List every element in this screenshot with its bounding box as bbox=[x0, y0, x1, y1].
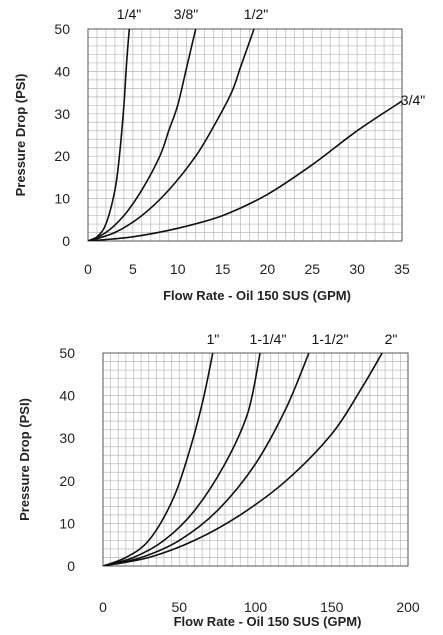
y-tick-label: 0 bbox=[67, 558, 75, 574]
x-axis-label: Flow Rate - Oil 150 SUS (GPM) bbox=[174, 614, 362, 629]
y-tick-label: 30 bbox=[54, 106, 70, 122]
x-tick-label: 0 bbox=[99, 599, 107, 615]
series-label: 1" bbox=[207, 331, 220, 347]
series-label: 2" bbox=[385, 331, 398, 347]
x-tick-label: 20 bbox=[260, 261, 276, 277]
y-tick-label: 10 bbox=[59, 515, 75, 531]
plot-frame bbox=[87, 28, 403, 242]
y-tick-label: 30 bbox=[59, 430, 75, 446]
x-tick-label: 25 bbox=[304, 261, 320, 277]
y-tick-label: 20 bbox=[54, 148, 70, 164]
x-tick-label: 30 bbox=[349, 261, 365, 277]
series-line bbox=[88, 28, 255, 241]
y-tick-label: 40 bbox=[54, 63, 70, 79]
y-axis-label: Pressure Drop (PSI) bbox=[17, 398, 32, 521]
grid bbox=[102, 352, 409, 567]
x-tick-label: 100 bbox=[244, 599, 268, 615]
x-axis-label: Flow Rate - Oil 150 SUS (GPM) bbox=[163, 288, 351, 303]
x-tick-label: 35 bbox=[394, 261, 410, 277]
y-tick-label: 0 bbox=[62, 233, 70, 249]
series-line bbox=[88, 100, 403, 241]
series-line bbox=[88, 28, 197, 241]
series-line bbox=[103, 352, 261, 566]
plot-frame bbox=[102, 352, 409, 567]
plot-area bbox=[88, 29, 402, 241]
y-axis-label: Pressure Drop (PSI) bbox=[13, 74, 28, 197]
y-tick-label: 10 bbox=[54, 191, 70, 207]
series-label: 3/8" bbox=[174, 6, 198, 22]
series-label: 1-1/4" bbox=[250, 331, 287, 347]
series-label: 3/4" bbox=[401, 92, 425, 108]
y-tick-label: 20 bbox=[59, 473, 75, 489]
x-tick-label: 10 bbox=[170, 261, 186, 277]
series-line bbox=[88, 28, 131, 241]
series-line bbox=[103, 352, 383, 566]
y-tick-label: 40 bbox=[59, 388, 75, 404]
series-label: 1-1/2" bbox=[312, 331, 349, 347]
x-tick-label: 5 bbox=[129, 261, 137, 277]
chart-1: 0 5 10 15 20 25 30 35 0 10 20 30 40 50 Flow Rate - Oil… bbox=[13, 6, 425, 303]
series-line bbox=[103, 352, 310, 566]
x-tick-label: 150 bbox=[320, 599, 344, 615]
series-line bbox=[103, 352, 214, 566]
series-label: 1/2" bbox=[244, 6, 268, 22]
x-tick-label: 0 bbox=[84, 261, 92, 277]
y-tick-label: 50 bbox=[59, 345, 75, 361]
y-tick-label: 50 bbox=[54, 21, 70, 37]
x-tick-label: 200 bbox=[396, 599, 420, 615]
x-tick-label: 15 bbox=[215, 261, 231, 277]
series-label: 1/4" bbox=[117, 6, 141, 22]
x-tick-label: 50 bbox=[171, 599, 187, 615]
